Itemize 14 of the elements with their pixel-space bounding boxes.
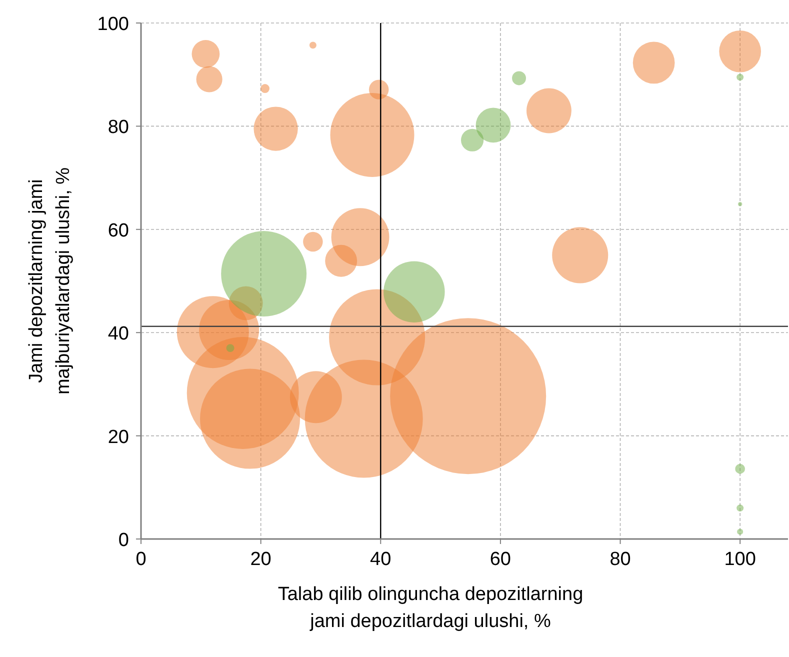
y-tick-label: 100 — [97, 14, 129, 35]
y-tick-label: 20 — [108, 426, 129, 448]
x-tick-label: 80 — [610, 549, 631, 570]
x-tick-label: 100 — [724, 549, 756, 570]
y-tick-label: 80 — [108, 117, 129, 138]
y-tick-label: 60 — [108, 220, 129, 242]
x-tick-label: 60 — [490, 549, 512, 570]
x-tick-label: 40 — [370, 549, 392, 570]
y-tick-label: 0 — [118, 530, 129, 551]
y-tick-label: 40 — [108, 324, 129, 345]
x-axis-title: Talab qilib olinguncha depozitlarning jami depozitlardagi ulushi, % — [278, 584, 584, 632]
y-axis-title: Jami depozitlarning jami majburiyatlardagi ulushi, % — [26, 167, 74, 395]
x-tick-label: 0 — [136, 549, 146, 570]
x-tick-label: 20 — [250, 549, 272, 570]
